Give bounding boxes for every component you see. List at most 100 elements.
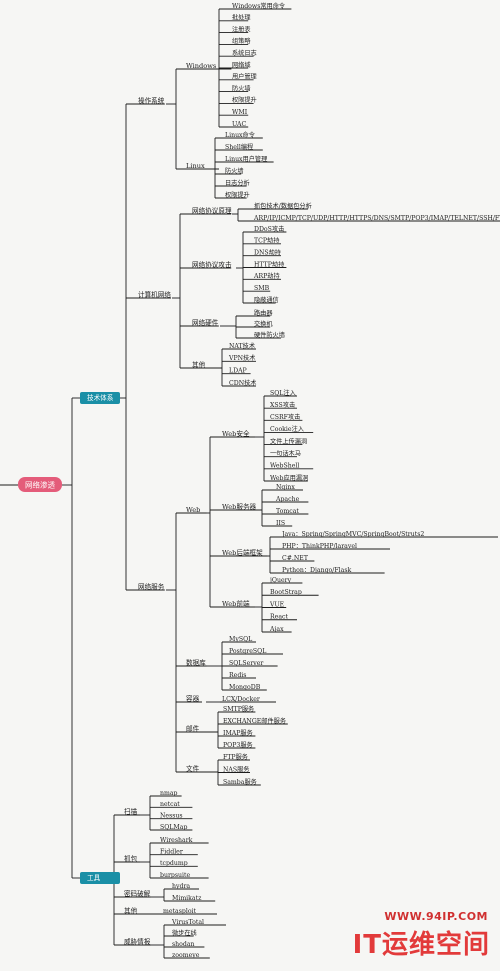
mail-item-2: EXCHANGE邮件服务 xyxy=(223,717,286,725)
attack-item-7: 隐蔽通信 xyxy=(254,296,279,304)
windows-item-1: Windows常用命令 xyxy=(232,2,286,10)
db-item-3: SQLServer xyxy=(229,660,263,667)
websrv-item-1: Nginx xyxy=(276,484,295,491)
threat-item-1: VirusTotal xyxy=(171,919,204,926)
other-item-2: VPN技术 xyxy=(228,354,255,362)
websrv-item-4: IIS xyxy=(276,520,285,527)
tool-other-item-1: metasploit xyxy=(163,908,197,915)
root-node xyxy=(18,477,62,492)
group-crack: 密码破解 xyxy=(124,889,151,898)
group-threat: 威胁情报 xyxy=(124,937,151,946)
websrv-item-2: Apache xyxy=(275,496,300,503)
threat-item-2: 微步在线 xyxy=(172,929,197,937)
group-websrv: Web服务器 xyxy=(222,502,257,511)
windows-item-5: 系统日志 xyxy=(232,49,257,57)
webfront-item-3: VUE xyxy=(269,601,285,608)
other-item-3: LDAP xyxy=(229,367,247,374)
websec-item-7: WebShell xyxy=(270,463,299,470)
watermark: WWW.94IP.COM IT运维空间 xyxy=(350,871,500,971)
websec-item-1: SQL注入 xyxy=(270,389,296,397)
group-db: 数据库 xyxy=(186,658,206,667)
group-other: 其他 xyxy=(192,360,206,369)
group-os: 操作系统 xyxy=(138,96,165,105)
group-svc: 网络服务 xyxy=(138,582,165,591)
mail-item-4: POP3服务 xyxy=(223,741,253,749)
group-webfront: Web前端 xyxy=(222,599,250,608)
cap-item-4: burpsuite xyxy=(160,872,190,879)
windows-item-3: 注册表 xyxy=(232,25,251,33)
group-cap: 抓包 xyxy=(124,854,138,863)
webfront-item-2: BootStrap xyxy=(270,589,302,596)
linux-item-3: Linux用户管理 xyxy=(225,155,267,163)
group-linux: Linux xyxy=(186,162,205,170)
webback-item-1: Java：Spring/SpringMVC/SpringBoot/Struts2 xyxy=(281,531,424,538)
webback-item-2: PHP：ThinkPHP/laravel xyxy=(282,543,357,550)
file-item-1: FTP服务 xyxy=(223,753,248,761)
group-file: 文件 xyxy=(186,764,200,773)
windows-item-8: 防火墙 xyxy=(232,84,251,92)
websec-item-5: 文件上传漏洞 xyxy=(270,437,307,445)
webfront-item-4: React xyxy=(270,614,288,621)
group-tool-other: 其他 xyxy=(124,906,138,915)
linux-item-1: Linux命令 xyxy=(225,131,256,139)
hw-item-1: 路由器 xyxy=(254,309,273,317)
scan-item-3: Nessus xyxy=(160,812,183,819)
linux-item-2: Shell编程 xyxy=(225,143,253,151)
crack-item-2: Mimikatz xyxy=(172,895,202,902)
scan-item-2: netcat xyxy=(160,801,180,808)
threat-item-3: shodan xyxy=(172,941,195,948)
branch-tools xyxy=(80,872,120,884)
cap-item-2: Fiddler xyxy=(160,848,183,855)
websec-item-4: Cookie注入 xyxy=(270,425,304,433)
group-hw: 网络硬件 xyxy=(192,318,219,327)
file-item-3: Samba服务 xyxy=(223,778,257,786)
windows-item-2: 批处理 xyxy=(232,14,251,22)
proto-item-1: 抓包技术/数据包分析 xyxy=(254,202,312,210)
group-web: Web xyxy=(186,506,200,514)
branch-tech xyxy=(80,392,120,404)
websec-item-6: 一句话木马 xyxy=(270,450,301,458)
websec-item-8: Web应用漏洞 xyxy=(270,474,308,482)
websec-item-2: XSS攻击 xyxy=(270,401,295,409)
group-attack: 网络协议攻击 xyxy=(192,260,232,269)
attack-item-3: DNS劫持 xyxy=(254,248,281,256)
branch-tools-label: 工具 xyxy=(87,874,101,882)
webfront-item-5: Ajax xyxy=(269,626,284,633)
db-item-1: MySQL xyxy=(229,636,252,643)
group-windows: Windows xyxy=(186,62,217,70)
attack-item-1: DDoS攻击 xyxy=(254,225,284,233)
group-proto: 网络协议原理 xyxy=(192,206,232,215)
linux-item-4: 防火墙 xyxy=(225,167,244,175)
db-item-5: MongoDB xyxy=(229,684,261,691)
websec-item-3: CSRF攻击 xyxy=(270,413,300,421)
group-scan: 扫描 xyxy=(124,807,138,816)
crack-item-1: hydra xyxy=(172,883,190,890)
container-item-1: LCX/Docker xyxy=(222,696,260,703)
group-websec: Web安全 xyxy=(222,429,250,438)
hw-item-3: 硬件防火墙 xyxy=(254,331,285,339)
websrv-item-3: Tomcat xyxy=(276,508,299,515)
cap-item-3: tcpdump xyxy=(160,860,188,867)
windows-item-7: 用户管理 xyxy=(232,73,257,81)
db-item-4: Redis xyxy=(229,672,246,679)
file-item-2: NAS服务 xyxy=(223,765,250,773)
group-mail: 邮件 xyxy=(186,724,200,733)
watermark-name: IT运维空间 xyxy=(352,930,490,960)
other-item-4: CDN技术 xyxy=(229,379,256,387)
webback-item-4: Python：Django/Flask xyxy=(282,567,351,574)
mail-item-1: SMTP服务 xyxy=(223,705,254,713)
group-webback: Web后端框架 xyxy=(222,548,263,557)
webfront-item-1: jQuery xyxy=(269,577,292,584)
cap-item-1: Wireshark xyxy=(160,837,193,844)
attack-item-5: ARP劫持 xyxy=(253,272,280,280)
windows-item-4: 组策略 xyxy=(232,37,251,45)
attack-item-6: SMB xyxy=(254,285,270,292)
linux-item-6: 权限提升 xyxy=(225,191,250,199)
windows-item-11: UAC xyxy=(232,121,246,128)
mail-item-3: IMAP服务 xyxy=(223,729,253,737)
windows-item-10: WMI xyxy=(232,109,248,116)
group-container: 容器 xyxy=(186,694,200,703)
scan-item-4: SQLMap xyxy=(160,824,187,831)
threat-item-4: zoomeye xyxy=(172,952,200,959)
